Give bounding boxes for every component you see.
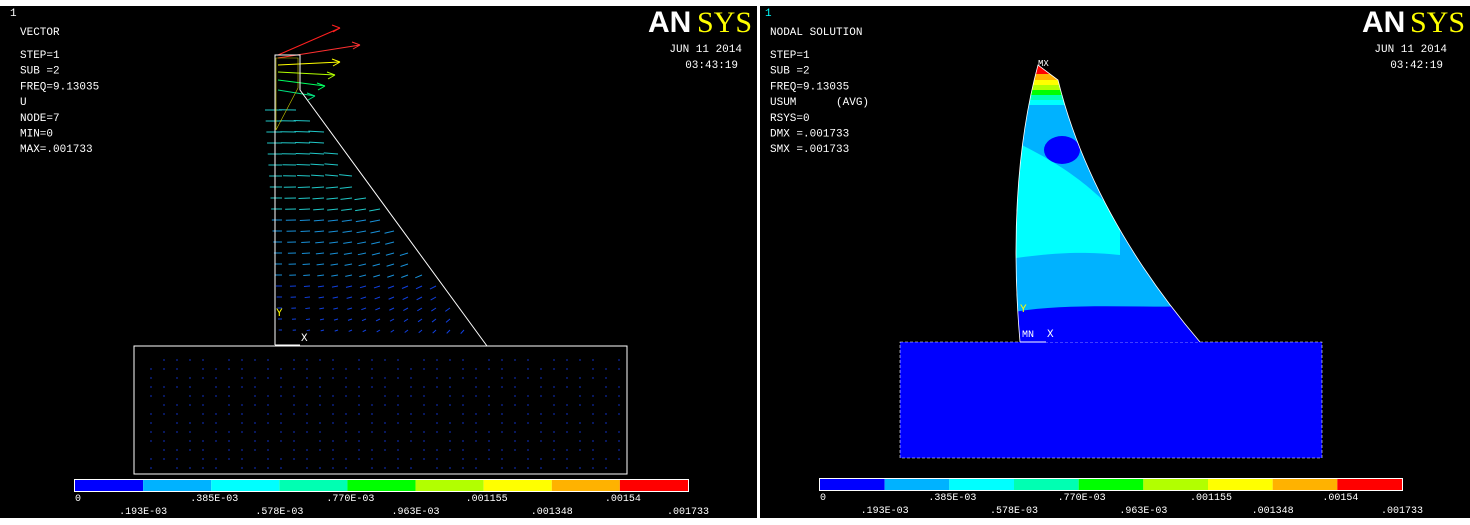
info-line: DMX =.001733 [770,129,849,141]
legend-label: .963E-03 [392,507,440,518]
info-line: RSYS=0 [770,113,810,125]
legend-label: .001155 [466,494,508,505]
vector-arrow [301,242,310,243]
vector-arrow [303,264,310,265]
date: JUN 11 2014 [1374,44,1447,56]
info-line: STEP=1 [20,50,60,62]
logo: AN [648,6,691,39]
axis-label: X [301,333,308,345]
legend-swatch [820,479,885,490]
legend-label: .001348 [531,507,573,518]
legend-label: .385E-03 [928,493,976,504]
info-line: MAX=.001733 [20,144,93,156]
info-line: USUM (AVG) [770,97,869,109]
legend-swatch [279,480,347,491]
vector-arrow [302,253,310,254]
vector-arrow [303,275,310,276]
vector-arrow [304,286,310,287]
vector-arrow [296,164,310,165]
logo: AN [1362,6,1405,39]
legend-swatch [620,480,688,491]
time: 03:43:19 [685,60,738,72]
legend-label: .963E-03 [1119,506,1167,517]
vector-arrow [299,209,310,210]
vector-arrow [307,330,310,331]
vector-arrow [300,220,310,221]
legend-swatch [552,480,620,491]
legend-swatch [1208,479,1273,490]
legend-label: .578E-03 [255,507,303,518]
legend-label: .770E-03 [326,494,374,505]
info-line: SUB =2 [770,66,810,78]
vector-arrow [295,142,310,143]
info-line: FREQ=9.13035 [770,81,849,93]
axis-label: X [1047,329,1054,341]
legend-swatch [1143,479,1208,490]
vector-arrow [305,297,310,298]
legend-label: .193E-03 [861,506,909,517]
legend-label: .001348 [1252,506,1294,517]
time: 03:42:19 [1390,60,1443,72]
vector-arrow [306,319,310,320]
legend-swatch [143,480,211,491]
legend-swatch [885,479,950,490]
plot-title: NODAL SOLUTION [770,27,862,39]
legend-label: .001155 [1190,493,1232,504]
legend-swatch [1014,479,1079,490]
min-marker: MN [1022,330,1034,341]
legend-label: .385E-03 [190,494,238,505]
legend-label: 0 [820,493,826,504]
legend-swatch [347,480,415,491]
legend-label: .001733 [667,507,709,518]
info-line: SUB =2 [20,66,60,78]
vector-arrow [298,187,310,188]
legend-swatch [75,480,143,491]
vector-arrow [294,131,310,132]
info-line: SMX =.001733 [770,144,849,156]
logo: SYS [1410,6,1465,39]
legend-label: 0 [75,494,81,505]
vector-arrow [297,175,310,176]
axis-label: Y [276,308,283,320]
info-line: NODE=7 [20,113,60,125]
vector-arrow [298,198,310,199]
window-number: 1 [765,8,772,20]
max-marker: MX [1038,59,1049,69]
legend-swatch [416,480,484,491]
window-number: 1 [10,8,17,20]
vector-arrow [294,120,310,121]
legend-label: .00154 [1322,493,1358,504]
vector-arrow [301,231,310,232]
info-line: FREQ=9.13035 [20,81,99,93]
legend-label: .00154 [605,494,641,505]
plot-title: VECTOR [20,27,60,39]
legend-swatch [1337,479,1402,490]
legend-label: .193E-03 [119,507,167,518]
date: JUN 11 2014 [669,44,742,56]
legend-swatch [1079,479,1144,490]
legend-swatch [484,480,552,491]
vector-arrow [305,308,310,309]
axis-label: Y [1020,304,1027,316]
legend-label: .578E-03 [990,506,1038,517]
info-line: U [20,97,27,109]
legend-swatch [211,480,279,491]
info-line: MIN=0 [20,129,53,141]
legend-swatch [1273,479,1338,490]
logo: SYS [697,6,752,39]
legend-label: .770E-03 [1058,493,1106,504]
vector-arrow [296,153,310,154]
legend-swatch [949,479,1014,490]
left-panel [0,6,757,518]
legend-label: .001733 [1381,506,1423,517]
info-line: STEP=1 [770,50,810,62]
